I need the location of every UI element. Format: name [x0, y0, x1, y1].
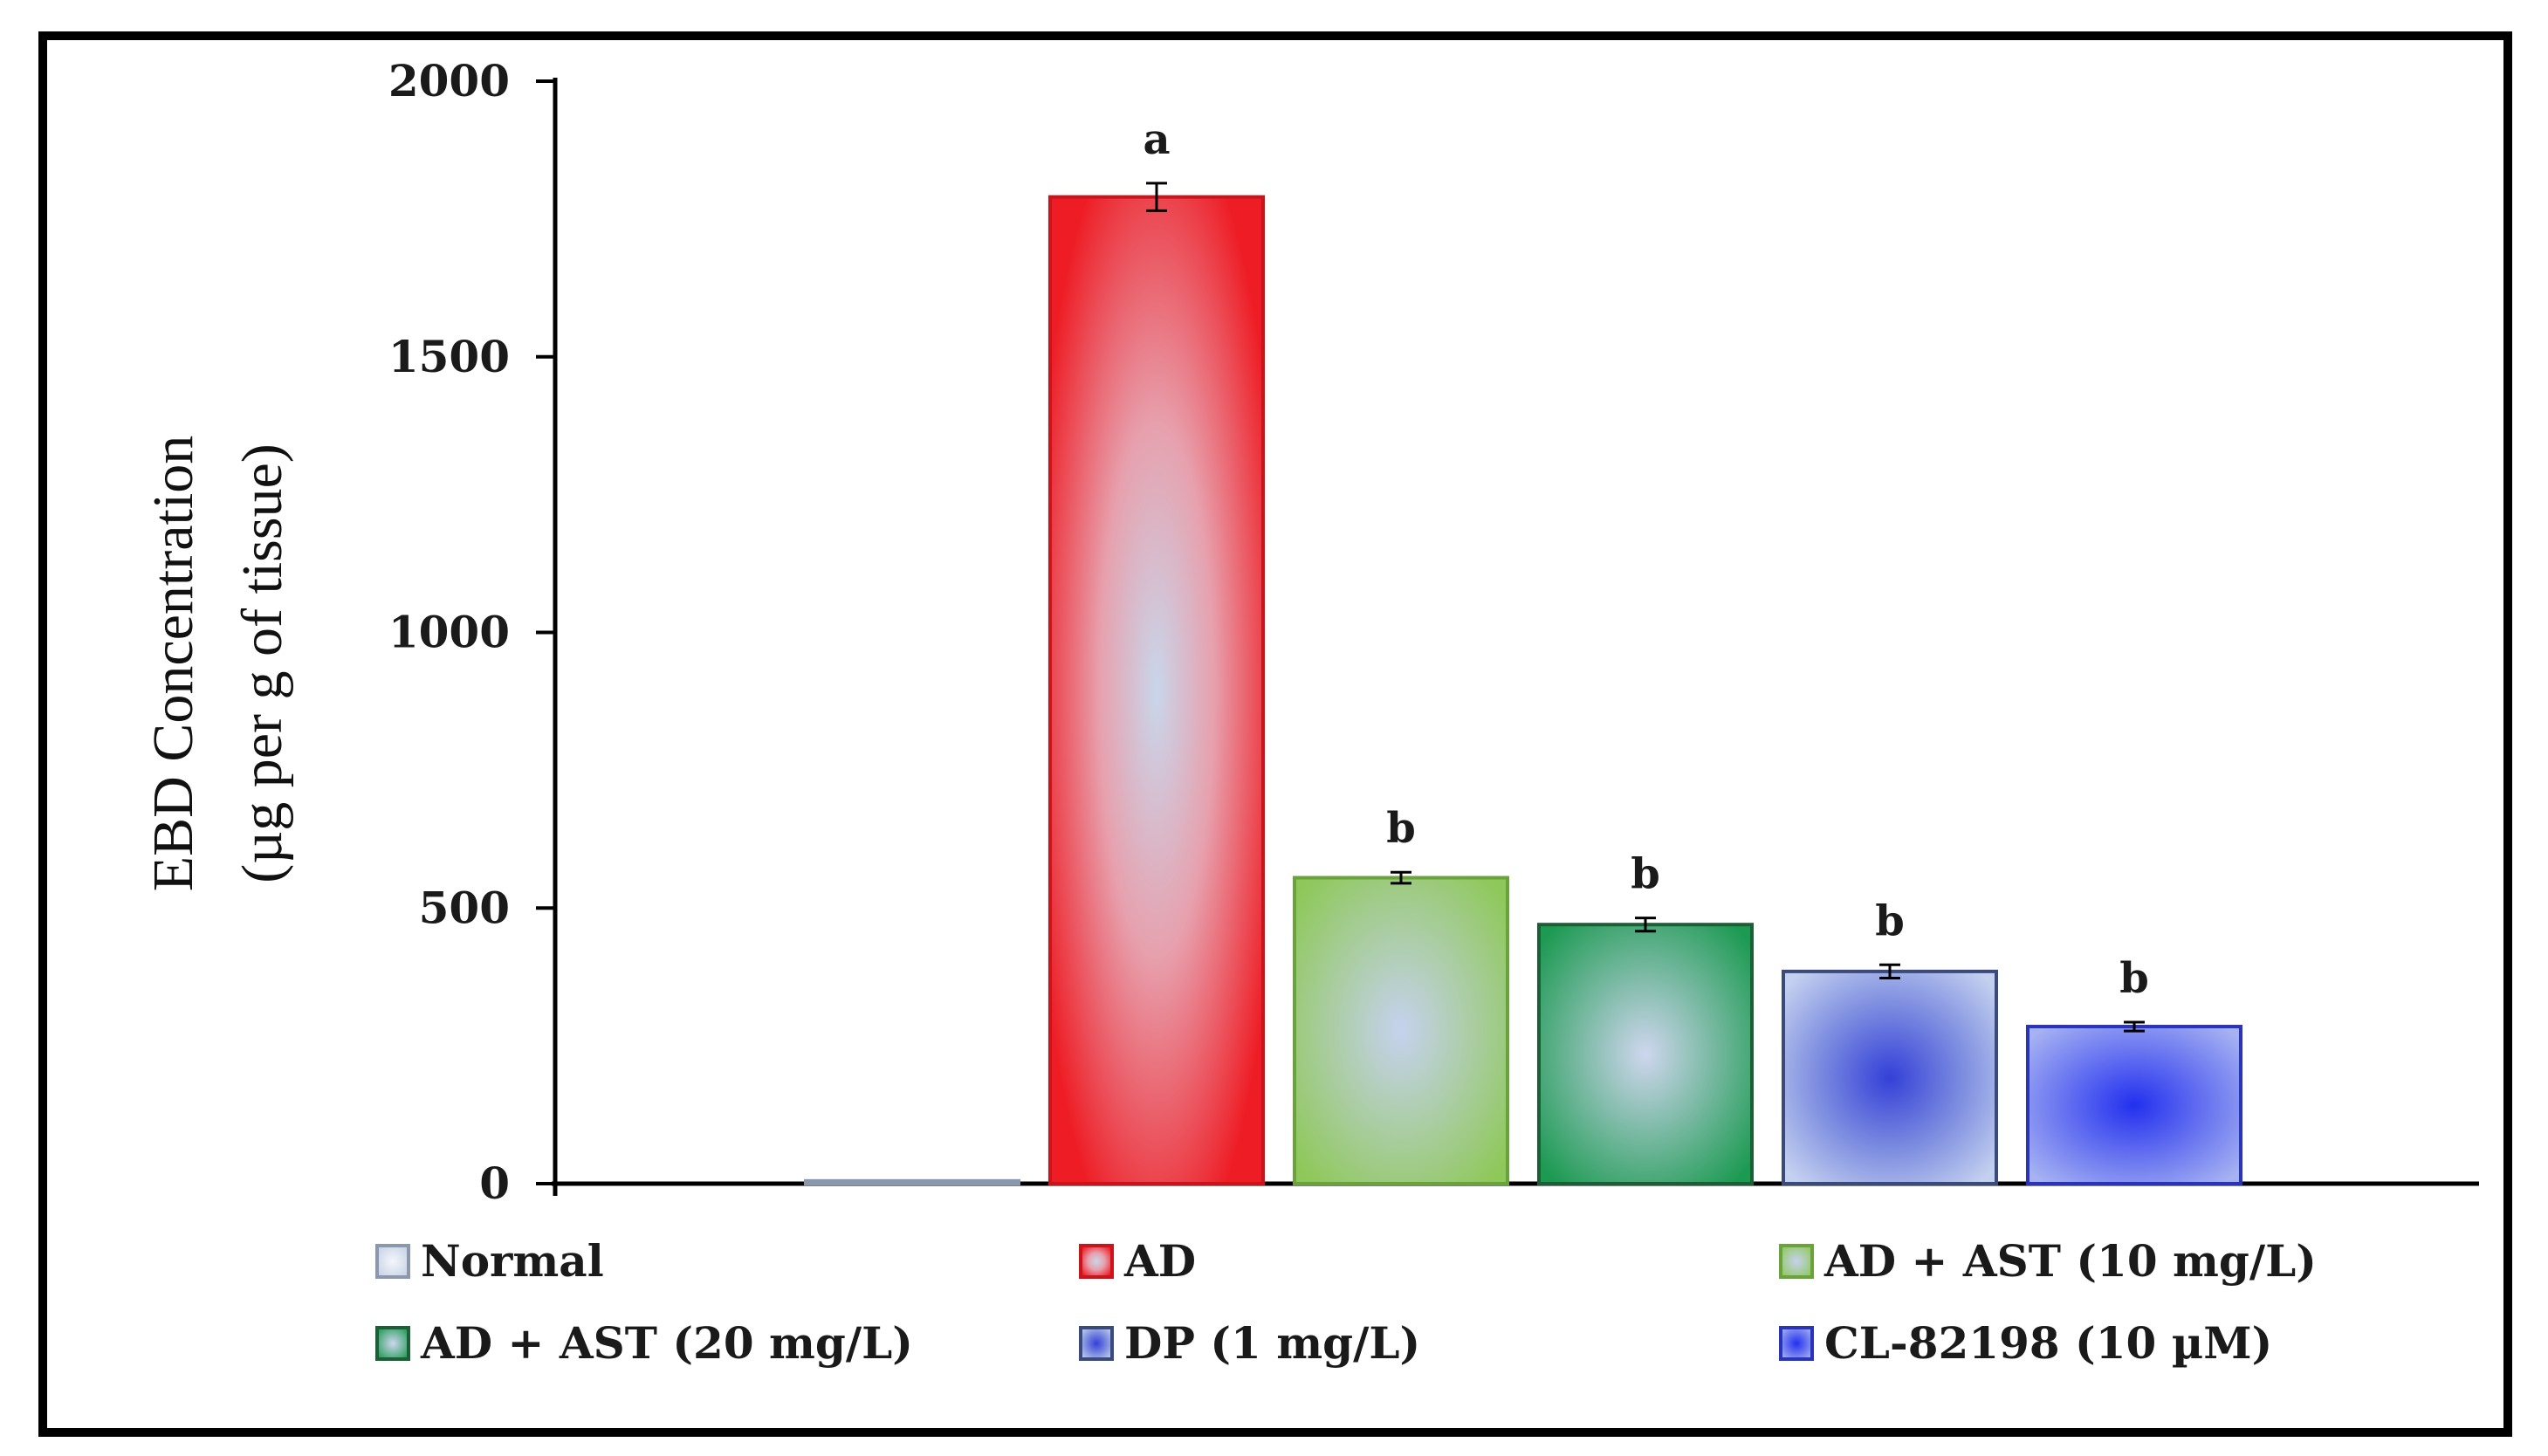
- significance-label-4: b: [1875, 896, 1905, 945]
- y-tick-label: 1500: [388, 331, 510, 382]
- y-axis-label-line1: EBD Concentration: [141, 436, 205, 891]
- y-tick-label: 500: [419, 882, 510, 933]
- y-ticks: 0 500 1000 1500 2000: [388, 55, 555, 1209]
- legend-swatch-1: [1079, 1244, 1114, 1279]
- bar-3: [1537, 923, 1754, 1185]
- legend-swatch-2: [1779, 1244, 1814, 1279]
- legend-label-4: DP (1 mg/L): [1124, 1317, 1420, 1369]
- y-axis-label-line2: (µg per g of tissue): [230, 443, 294, 883]
- legend-swatch-4: [1079, 1326, 1114, 1361]
- significance-label-5: b: [2119, 954, 2149, 1003]
- y-axis-label: EBD Concentration (µg per g of tissue): [141, 436, 294, 891]
- bar-5: [2026, 1025, 2242, 1185]
- bars: a b b b b: [804, 115, 2242, 1186]
- significance-label-1: a: [1143, 115, 1170, 164]
- legend-label-5: CL-82198 (10 µM): [1824, 1317, 2272, 1369]
- legend-label-1: AD: [1123, 1235, 1196, 1287]
- y-tick-label: 1000: [388, 607, 510, 658]
- y-tick-label: 2000: [388, 55, 510, 106]
- legend-swatch-5: [1779, 1326, 1814, 1361]
- significance-label-3: b: [1631, 850, 1660, 899]
- significance-label-2: b: [1386, 804, 1416, 853]
- legend-swatch-3: [375, 1326, 410, 1361]
- legend-label-3: AD + AST (20 mg/L): [420, 1317, 913, 1369]
- bar-1: [1048, 195, 1265, 1186]
- legend-swatch-0: [375, 1244, 410, 1279]
- legend: Normal AD AD + AST (10 mg/L) AD + AST (20 m…: [375, 1235, 2317, 1369]
- legend-label-2: AD + AST (10 mg/L): [1823, 1235, 2317, 1287]
- bar-2: [1293, 876, 1509, 1186]
- y-tick-label: 0: [479, 1157, 510, 1209]
- bar-4: [1782, 969, 1998, 1186]
- legend-label-0: Normal: [421, 1235, 604, 1287]
- chart-frame: [38, 31, 2512, 1437]
- bar-0: [804, 1178, 1020, 1186]
